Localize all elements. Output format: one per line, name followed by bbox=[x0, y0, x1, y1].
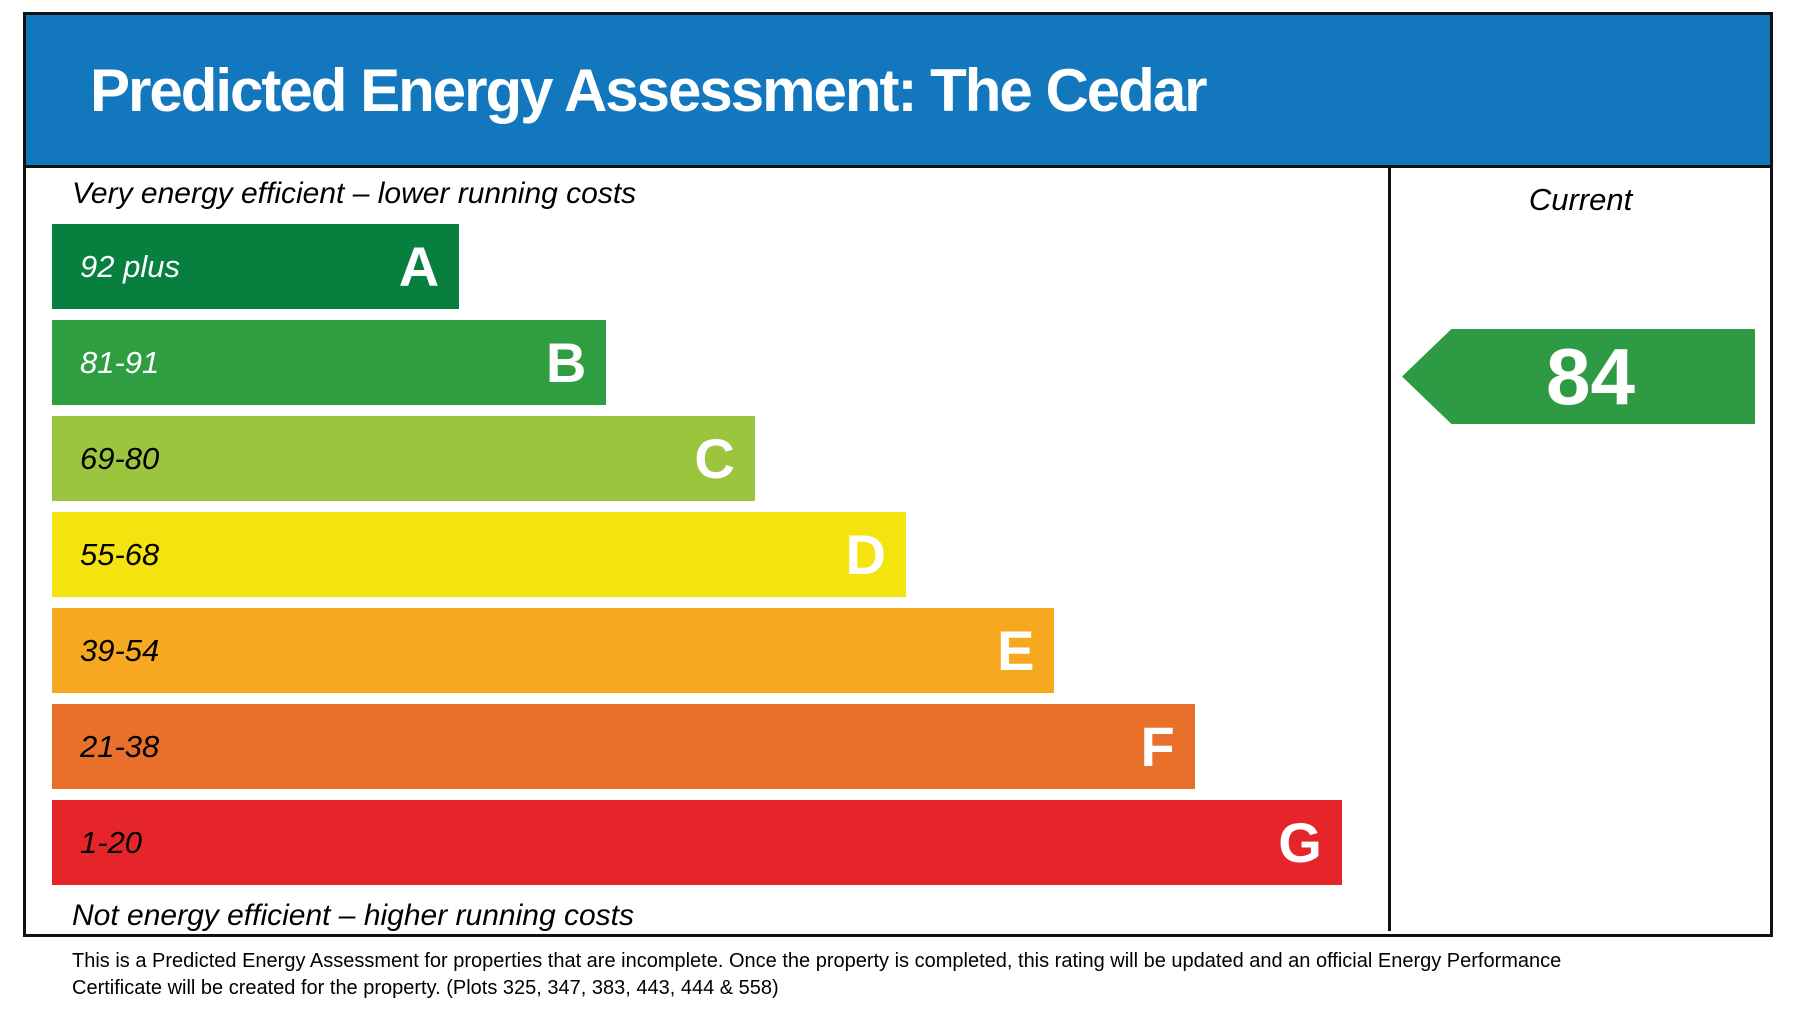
band-c: 69-80 C bbox=[52, 416, 755, 501]
band-c-range-label: 69-80 bbox=[80, 440, 160, 476]
current-rating-panel: Current 84 bbox=[1391, 168, 1770, 931]
page-title: Predicted Energy Assessment: The Cedar bbox=[90, 56, 1208, 124]
band-a: 92 plus A bbox=[52, 224, 460, 309]
current-rating-arrow: 84 bbox=[1402, 329, 1755, 424]
band-a-letter: A bbox=[398, 234, 440, 298]
band-g: 1-20 G bbox=[52, 800, 1342, 885]
band-f: 21-38 F bbox=[52, 704, 1195, 789]
band-c-letter: C bbox=[694, 426, 735, 490]
band-e-range-label: 39-54 bbox=[80, 632, 160, 668]
band-d-letter: D bbox=[845, 522, 886, 586]
footer-line-1: This is a Predicted Energy Assessment fo… bbox=[72, 950, 1562, 972]
band-b-range-label: 81-91 bbox=[80, 344, 160, 380]
band-f-range-label: 21-38 bbox=[80, 728, 160, 764]
band-d: 55-68 D bbox=[52, 512, 906, 597]
band-b-letter: B bbox=[545, 330, 587, 394]
band-d-range-label: 55-68 bbox=[80, 536, 160, 572]
epc-certificate: Predicted Energy Assessment: The Cedar V… bbox=[23, 12, 1773, 937]
caption-not-efficient: Not energy efficient – higher running co… bbox=[72, 899, 634, 931]
band-a-range-label: 92 plus bbox=[80, 248, 180, 284]
rating-bands: 92 plus A 81-91 B 69-80 C 55-68 D bbox=[26, 224, 1388, 885]
footer-note: This is a Predicted Energy Assessment fo… bbox=[72, 948, 1561, 1002]
band-e-letter: E bbox=[997, 618, 1035, 682]
band-g-letter: G bbox=[1278, 810, 1322, 874]
current-rating-value: 84 bbox=[1546, 331, 1635, 421]
caption-very-efficient: Very energy efficient – lower running co… bbox=[72, 177, 637, 210]
current-column-header: Current bbox=[1528, 182, 1633, 217]
band-g-range-label: 1-20 bbox=[80, 824, 143, 860]
footer-line-2: Certificate will be created for the prop… bbox=[72, 977, 779, 999]
band-e: 39-54 E bbox=[52, 608, 1055, 693]
band-f-letter: F bbox=[1140, 714, 1175, 778]
certificate-body: Very energy efficient – lower running co… bbox=[26, 168, 1770, 931]
band-b: 81-91 B bbox=[52, 320, 607, 405]
header-bar: Predicted Energy Assessment: The Cedar bbox=[26, 15, 1770, 168]
rating-scale-panel: Very energy efficient – lower running co… bbox=[26, 168, 1391, 931]
